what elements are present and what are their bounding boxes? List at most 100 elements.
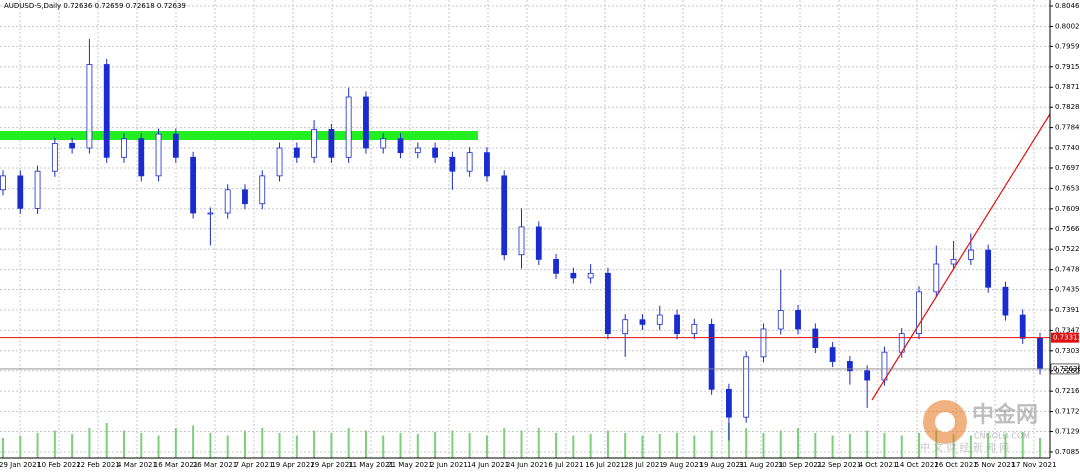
x-tick-label: 16 Mar 2021 [154,461,198,469]
candle-body [86,64,93,149]
x-tick-label: 26 Mar 2021 [193,461,237,469]
candle-body [1002,286,1009,316]
x-tick-label: 9 Aug 2021 [663,461,703,469]
x-tick-label: 29 Apr 2021 [310,461,353,469]
x-tick-label: 6 Jul 2021 [548,461,583,469]
candle-body [1019,314,1026,339]
candle-body [535,226,542,260]
x-tick-label: 22 Sep 2021 [817,461,861,469]
candle-body [933,263,940,293]
x-tick-label: 29 Jan 2021 [0,461,41,469]
candle-body [363,96,369,149]
volume-bar [555,433,558,458]
volume-bar [779,430,782,458]
volume-bar [313,430,316,458]
volume-bar [243,430,246,458]
volume-bar [19,435,22,458]
volume-bar [727,423,730,458]
candle-body [51,142,58,172]
candle-body [691,323,698,335]
volume-bar [987,433,990,458]
volume-bar [676,433,679,458]
candle-body [518,226,525,256]
volume-bar [1039,438,1041,458]
volumes [2,423,1041,458]
volume-bar [883,433,886,458]
x-tick-label: 14 Oct 2021 [895,461,938,469]
volume-bar [416,434,419,458]
x-tick-label: 21 May 2021 [387,461,433,469]
candle-body [985,249,992,288]
volume-bar [347,428,350,458]
current-price-box [1050,363,1080,375]
grid [0,0,1050,458]
volume-bar [1004,434,1007,458]
candle-body [656,314,663,325]
watermark-sub: CNGOLD.COM [974,432,1030,441]
volume-bar [174,428,177,458]
candle-body [138,138,145,177]
candle-body [777,310,784,330]
candle-body [190,156,197,214]
volume-bar [434,432,437,458]
volume-bar [261,428,264,458]
volume-bar [606,430,609,458]
x-tick-label: 2 Jun 2021 [430,461,468,469]
volume-bar [105,423,108,458]
volume-bar [157,435,160,458]
volume-bar [935,430,938,458]
x-tick-label: 11 May 2021 [348,461,394,469]
x-tick-label: 10 Sep 2021 [778,461,822,469]
x-tick-label: 26 Oct 2021 [934,461,977,469]
candle-body [449,156,456,172]
candle-body [328,129,335,158]
volume-bar [658,434,661,458]
candle-body [760,328,767,358]
candle-body [829,347,836,362]
candle-body [553,258,559,274]
volume-bar [36,433,39,458]
candle-body [916,291,922,335]
volume-bar [209,433,212,458]
volume-bar [88,428,91,458]
volume-bar [364,430,367,458]
x-tick-label: 28 Jul 2021 [624,461,664,469]
candle-body [466,152,473,172]
candles [0,38,1043,441]
volume-bar [278,433,281,458]
candle-body [293,147,300,158]
candle-body [121,138,127,158]
volume-bar [710,430,713,458]
candle-body [846,361,853,372]
volume-bar [814,433,817,458]
candle-body [674,314,680,335]
x-tick-label: 19 Aug 2021 [700,461,745,469]
volume-bar [589,434,592,458]
candle-body [69,142,76,149]
watermark-text: 中 文 财 经 新 闻 网 [920,441,1009,454]
candle-body [345,96,352,158]
candle-body [155,133,162,177]
x-tick-label: 4 Oct 2021 [859,461,898,469]
x-tick-label: 5 Nov 2021 [975,461,1015,469]
volume-bar [537,428,540,458]
volume-bar [295,435,298,458]
candle-body [864,370,871,381]
candle-body [605,272,611,335]
candle-body [414,147,421,154]
volume-bar [485,435,488,458]
candle-body [432,147,438,158]
candle-body [397,138,404,154]
current-price-label: 0.72639 [1053,365,1080,373]
